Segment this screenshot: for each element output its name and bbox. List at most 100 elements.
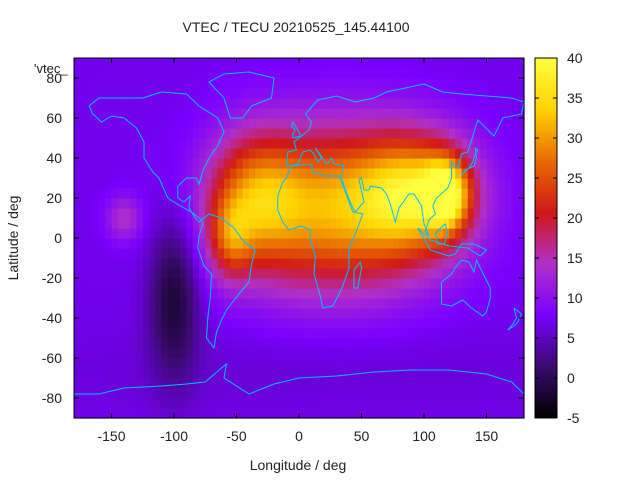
heat-cell bbox=[211, 378, 219, 389]
heat-cell bbox=[399, 328, 406, 339]
heat-cell bbox=[130, 258, 138, 269]
heat-cell bbox=[361, 238, 369, 249]
heat-cell bbox=[436, 58, 444, 69]
heat-cell bbox=[305, 258, 313, 269]
heat-cell bbox=[299, 378, 306, 389]
heat-cell bbox=[249, 398, 256, 409]
heat-cell bbox=[380, 108, 388, 119]
heat-cell bbox=[392, 78, 400, 89]
heat-cell bbox=[461, 378, 469, 389]
heat-cell bbox=[505, 108, 513, 119]
heat-cell bbox=[374, 358, 381, 369]
heat-cell bbox=[105, 248, 113, 259]
heat-cell bbox=[86, 138, 94, 149]
heat-cell bbox=[461, 288, 469, 299]
heat-cell bbox=[167, 148, 175, 159]
heat-cell bbox=[417, 278, 425, 289]
heat-cell bbox=[355, 218, 363, 229]
heat-cell bbox=[436, 168, 444, 179]
heat-cell bbox=[336, 68, 344, 79]
heat-cell bbox=[430, 278, 438, 289]
heat-cell bbox=[130, 58, 138, 69]
heat-cell bbox=[480, 218, 488, 229]
heat-cell bbox=[74, 178, 81, 189]
heat-cell bbox=[217, 88, 225, 99]
heat-cell bbox=[317, 78, 325, 89]
heat-cell bbox=[349, 138, 356, 149]
heat-cell bbox=[349, 88, 356, 99]
heat-cell bbox=[174, 318, 181, 329]
heat-cell bbox=[192, 188, 200, 199]
heat-cell bbox=[349, 318, 356, 329]
heat-cell bbox=[180, 388, 188, 399]
heat-cell bbox=[124, 98, 131, 109]
heat-cell bbox=[430, 168, 438, 179]
heat-cell bbox=[336, 148, 344, 159]
heat-cell bbox=[517, 368, 525, 379]
heat-cell bbox=[117, 158, 125, 169]
heat-cell bbox=[305, 378, 313, 389]
heat-cell bbox=[199, 68, 206, 79]
heat-cell bbox=[267, 298, 275, 309]
heat-cell bbox=[342, 208, 350, 219]
heat-cell bbox=[449, 68, 456, 79]
heat-cell bbox=[130, 238, 138, 249]
heat-cell bbox=[305, 178, 313, 189]
heat-cell bbox=[436, 338, 444, 349]
heat-cell bbox=[367, 158, 375, 169]
heat-cell bbox=[324, 138, 331, 149]
heat-cell bbox=[336, 78, 344, 89]
heat-cell bbox=[199, 358, 206, 369]
heat-cell bbox=[311, 268, 319, 279]
heat-cell bbox=[480, 288, 488, 299]
heat-cell bbox=[130, 278, 138, 289]
heat-cell bbox=[467, 368, 475, 379]
heat-cell bbox=[86, 268, 94, 279]
heat-cell bbox=[236, 388, 244, 399]
heat-cell bbox=[74, 308, 81, 319]
heat-cell bbox=[99, 188, 106, 199]
heat-cell bbox=[292, 68, 300, 79]
heat-cell bbox=[405, 328, 413, 339]
heat-cell bbox=[499, 328, 506, 339]
heat-cell bbox=[299, 298, 306, 309]
heat-cell bbox=[161, 128, 169, 139]
heat-cell bbox=[267, 398, 275, 409]
heat-cell bbox=[499, 408, 506, 419]
heat-cell bbox=[474, 198, 481, 209]
heat-cell bbox=[180, 118, 188, 129]
heat-cell bbox=[411, 298, 419, 309]
heat-cell bbox=[86, 298, 94, 309]
heat-cell bbox=[336, 188, 344, 199]
heat-cell bbox=[86, 328, 94, 339]
heat-cell bbox=[249, 58, 256, 69]
heat-cell bbox=[299, 68, 306, 79]
heat-cell bbox=[255, 238, 263, 249]
heat-cell bbox=[417, 248, 425, 259]
heat-cell bbox=[442, 58, 450, 69]
heat-cell bbox=[80, 78, 88, 89]
heat-cell bbox=[517, 288, 525, 299]
heat-cell bbox=[455, 218, 463, 229]
heat-cell bbox=[374, 278, 381, 289]
heat-cell bbox=[117, 198, 125, 209]
heat-cell bbox=[211, 128, 219, 139]
heat-cell bbox=[480, 358, 488, 369]
heat-cell bbox=[417, 378, 425, 389]
heat-cell bbox=[280, 88, 288, 99]
heat-cell bbox=[374, 388, 381, 399]
heat-cell bbox=[192, 78, 200, 89]
heat-cell bbox=[399, 348, 406, 359]
heat-cell bbox=[467, 58, 475, 69]
heat-cell bbox=[411, 98, 419, 109]
heat-cell bbox=[367, 368, 375, 379]
heat-cell bbox=[355, 228, 363, 239]
heat-cell bbox=[230, 178, 238, 189]
heat-cell bbox=[467, 218, 475, 229]
heat-cell bbox=[317, 358, 325, 369]
heat-cell bbox=[486, 158, 494, 169]
heat-cell bbox=[367, 128, 375, 139]
heat-cell bbox=[461, 258, 469, 269]
heat-cell bbox=[336, 228, 344, 239]
heat-cell bbox=[492, 78, 500, 89]
